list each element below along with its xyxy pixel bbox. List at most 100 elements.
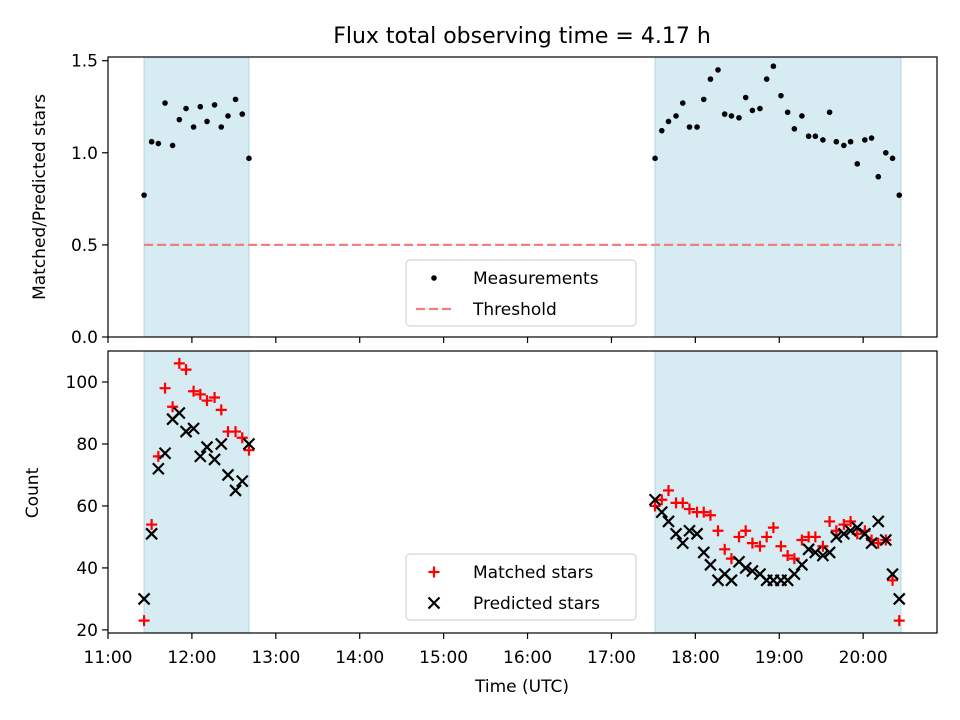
measurement-point (190, 124, 197, 130)
predicted-star-point (725, 574, 738, 587)
x-tick-label: 15:00 (419, 648, 468, 668)
legend-predicted-marker (427, 596, 441, 610)
measurement-point (896, 192, 903, 198)
predicted-star-point (683, 524, 696, 538)
matched-star-point (159, 382, 171, 394)
bottom-legend-box (405, 553, 637, 621)
matched-star-point (683, 503, 695, 515)
predicted-star-point (690, 527, 704, 541)
measurement-point (841, 142, 847, 149)
bottom-shaded-interval-1 (654, 350, 902, 634)
matched-star-point (845, 515, 857, 527)
predicted-star-point (802, 543, 815, 556)
measurement-point (652, 155, 658, 162)
bottom-shaded-interval-0 (143, 350, 250, 634)
bottom-y-axis-label: Count (23, 467, 43, 518)
matched-star-point (740, 525, 752, 537)
matched-star-point (236, 432, 248, 444)
predicted-star-point (816, 549, 830, 562)
measurement-point (889, 155, 896, 162)
measurement-point (204, 118, 210, 125)
top-legend: Measurements Threshold (405, 259, 637, 327)
matched-star-point (796, 534, 808, 546)
matched-star-point (761, 531, 773, 543)
bottom-legend-label: Matched stars (473, 563, 593, 583)
measurement-point (742, 94, 749, 101)
top-shaded-interval-1 (654, 56, 902, 338)
predicted-star-point (795, 558, 809, 572)
predicted-star-point (145, 527, 158, 541)
measurement-point (218, 124, 225, 130)
measurement-point (225, 113, 231, 119)
predicted-star-point (200, 440, 214, 454)
matched-star-point (209, 391, 221, 403)
matched-star-point (775, 540, 787, 552)
legend-matched-marker (428, 566, 440, 578)
measurement-point (694, 124, 700, 130)
measurement-point (812, 133, 819, 140)
measurement-point (757, 105, 763, 112)
x-tick-label: 17:00 (587, 648, 636, 668)
predicted-star-point (697, 546, 711, 559)
measurement-point (673, 113, 679, 119)
predicted-star-point (158, 446, 172, 460)
measurement-point (847, 138, 854, 145)
predicted-star-point (648, 493, 662, 507)
matched-star-point (893, 615, 905, 627)
measurement-point (721, 111, 728, 117)
x-tick-label: 19:00 (755, 648, 804, 668)
measurement-point (658, 127, 665, 134)
bottom-y-tick-label: 80 (76, 435, 98, 455)
matched-star-point (712, 525, 724, 537)
predicted-star-point (892, 592, 906, 606)
predicted-star-point (242, 437, 256, 451)
bottom-legend-label: Predicted stars (473, 594, 600, 614)
matched-star-point (704, 509, 716, 521)
measurement-point (686, 124, 693, 130)
matched-star-point (788, 553, 800, 565)
bottom-legend: Matched stars Predicted stars (405, 553, 637, 621)
measurement-point (749, 107, 756, 114)
matched-star-point (201, 395, 213, 407)
predicted-star-point (886, 567, 899, 581)
predicted-star-point (879, 533, 893, 547)
measurement-point (169, 142, 176, 149)
measurement-point (799, 113, 805, 119)
figure-title: Flux total observing time = 4.17 h (333, 24, 711, 49)
matched-star-point (167, 401, 179, 413)
matched-star-point (173, 357, 185, 369)
top-panel: 0.0 0.5 1.0 1.5 Measurements Threshold (71, 52, 938, 348)
x-tick-label: 13:00 (251, 648, 300, 668)
predicted-star-point (844, 524, 857, 538)
predicted-star-point (830, 530, 843, 544)
predicted-star-point (221, 468, 235, 482)
measurement-point (679, 100, 686, 106)
predicted-star-point (214, 437, 228, 451)
bottom-axes-frame (107, 350, 938, 634)
matched-star-point (887, 574, 899, 586)
predicted-star-point (858, 527, 872, 541)
measurement-point (778, 92, 784, 99)
top-legend-box (405, 259, 637, 327)
measurement-point (883, 149, 889, 156)
matched-star-point (733, 531, 745, 543)
measurement-point (854, 161, 861, 167)
x-tick-label: 11:00 (84, 648, 133, 668)
top-y-tick-label: 0.0 (71, 328, 98, 348)
top-y-tick-label: 1.5 (71, 52, 98, 72)
predicted-star-point (229, 484, 242, 497)
matched-star-point (146, 519, 158, 531)
matched-star-point (698, 506, 710, 518)
matched-star-point (138, 615, 150, 627)
predicted-star-point (235, 474, 249, 488)
measurement-point (784, 109, 791, 116)
matched-star-point (817, 540, 829, 552)
measurement-point (141, 192, 147, 198)
measurement-point (176, 116, 183, 123)
predicted-star-point (194, 450, 207, 463)
measurement-point (211, 102, 218, 108)
matched-star-point (188, 385, 200, 397)
predicted-star-point (823, 546, 836, 559)
predicted-star-point (669, 527, 683, 541)
